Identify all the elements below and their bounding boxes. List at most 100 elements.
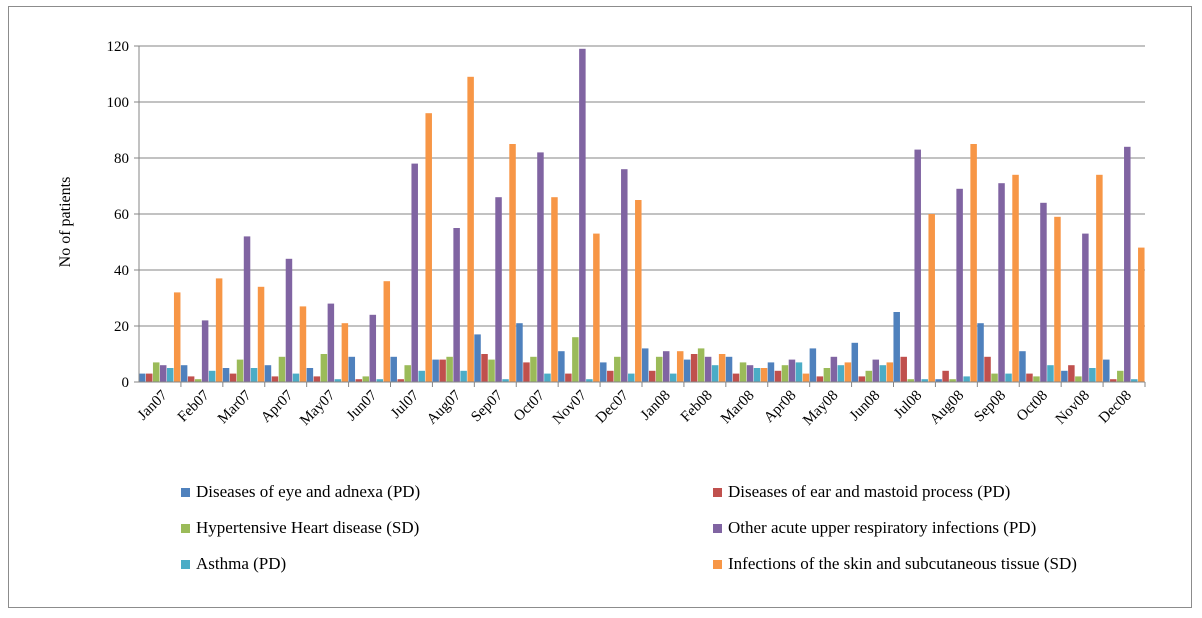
bar [551,197,558,382]
bar [453,228,460,382]
bar [334,379,342,382]
x-tick-label: Oct07 [511,387,549,425]
x-tick-label: Sep07 [468,387,506,425]
legend-label: Diseases of ear and mastoid process (PD) [728,482,1011,501]
bar [376,379,384,382]
legend-item: Infections of the skin and subcutaneous … [713,553,1161,575]
legend-label: Other acute upper respiratory infections… [728,518,1037,537]
legend: Diseases of eye and adnexa (PD) Diseases … [181,481,1161,575]
bar [586,379,593,382]
bar [159,365,167,382]
x-tick-label: Jul07 [388,387,423,422]
bar [523,362,530,382]
bar [446,356,453,382]
x-tick-label: May07 [297,387,339,429]
bar [460,370,467,382]
bar [621,169,628,382]
bar [1096,174,1103,382]
bar [600,362,607,382]
bar [257,286,265,382]
bar [355,379,363,382]
bar [970,144,977,382]
bar [816,376,824,382]
bar [278,356,286,382]
bar [411,163,418,382]
x-tick-label: Mar07 [215,387,255,427]
bar [676,351,684,382]
bar [886,362,894,382]
bar [1117,370,1124,382]
bar [313,376,321,382]
bar [593,233,600,382]
bar [872,359,880,382]
x-tick-label: Nov08 [1053,388,1093,428]
bar [467,76,474,383]
legend-label: Hypertensive Heart disease (SD) [196,518,420,537]
legend-swatch [713,487,722,497]
bar [362,376,370,382]
legend-swatch [181,523,190,533]
bar [488,359,495,382]
x-tick-label: Aug07 [424,387,465,428]
x-tick-label: Jul08 [891,388,925,422]
x-tick-label: Feb07 [175,387,213,425]
bar [292,373,300,382]
chart-frame: 0 20 40 60 80 100 120 Jan07 Feb07 Mar07 Apr07 May0… [8,6,1192,608]
x-tick-label: May08 [800,388,841,429]
y-tick-label: 0 [122,375,130,391]
bar [984,356,991,382]
bar [572,337,579,382]
bar [236,359,244,382]
bar [166,368,174,382]
bar [963,376,970,382]
bar [739,362,747,382]
bar [732,373,740,382]
bar [481,354,488,382]
bar [837,365,845,382]
bar [341,323,349,382]
x-tick-label: Jun08 [847,388,884,425]
bar [208,370,216,382]
bar [809,348,817,382]
bar [711,365,719,382]
y-tick-label: 80 [114,151,129,167]
bar [145,373,153,382]
bar [383,281,391,382]
bar [1047,365,1054,382]
bar [1110,379,1117,382]
bar [949,379,956,382]
bar [802,373,810,382]
bar [641,348,649,382]
bar [565,373,572,382]
bar [1061,370,1068,382]
legend-label: Diseases of eye and adnexa (PD) [196,482,421,501]
bar [537,152,544,382]
y-axis-ticks: 0 20 40 60 80 100 120 [107,39,139,391]
x-tick-label: Feb08 [678,388,716,426]
bar [558,351,565,382]
bar [544,373,551,382]
x-tick-label: Jan08 [638,388,674,424]
bar [655,356,663,382]
bar [474,334,481,382]
bar [879,365,887,382]
bar [921,379,928,382]
bar [369,314,377,382]
bar [956,188,963,382]
bar [439,359,446,382]
bar [648,370,656,382]
bar [502,379,509,382]
bar [998,183,1005,382]
bar [795,362,803,382]
x-tick-label: Oct08 [1014,388,1051,425]
bar [516,323,523,382]
legend-item: Asthma (PD) [181,553,713,575]
bar [579,48,586,383]
x-tick-label: Dec08 [1096,388,1135,427]
bar [781,365,789,382]
bar [900,356,907,382]
bar [215,278,223,382]
bar [669,373,677,382]
bar [767,362,775,382]
bar [928,214,935,382]
